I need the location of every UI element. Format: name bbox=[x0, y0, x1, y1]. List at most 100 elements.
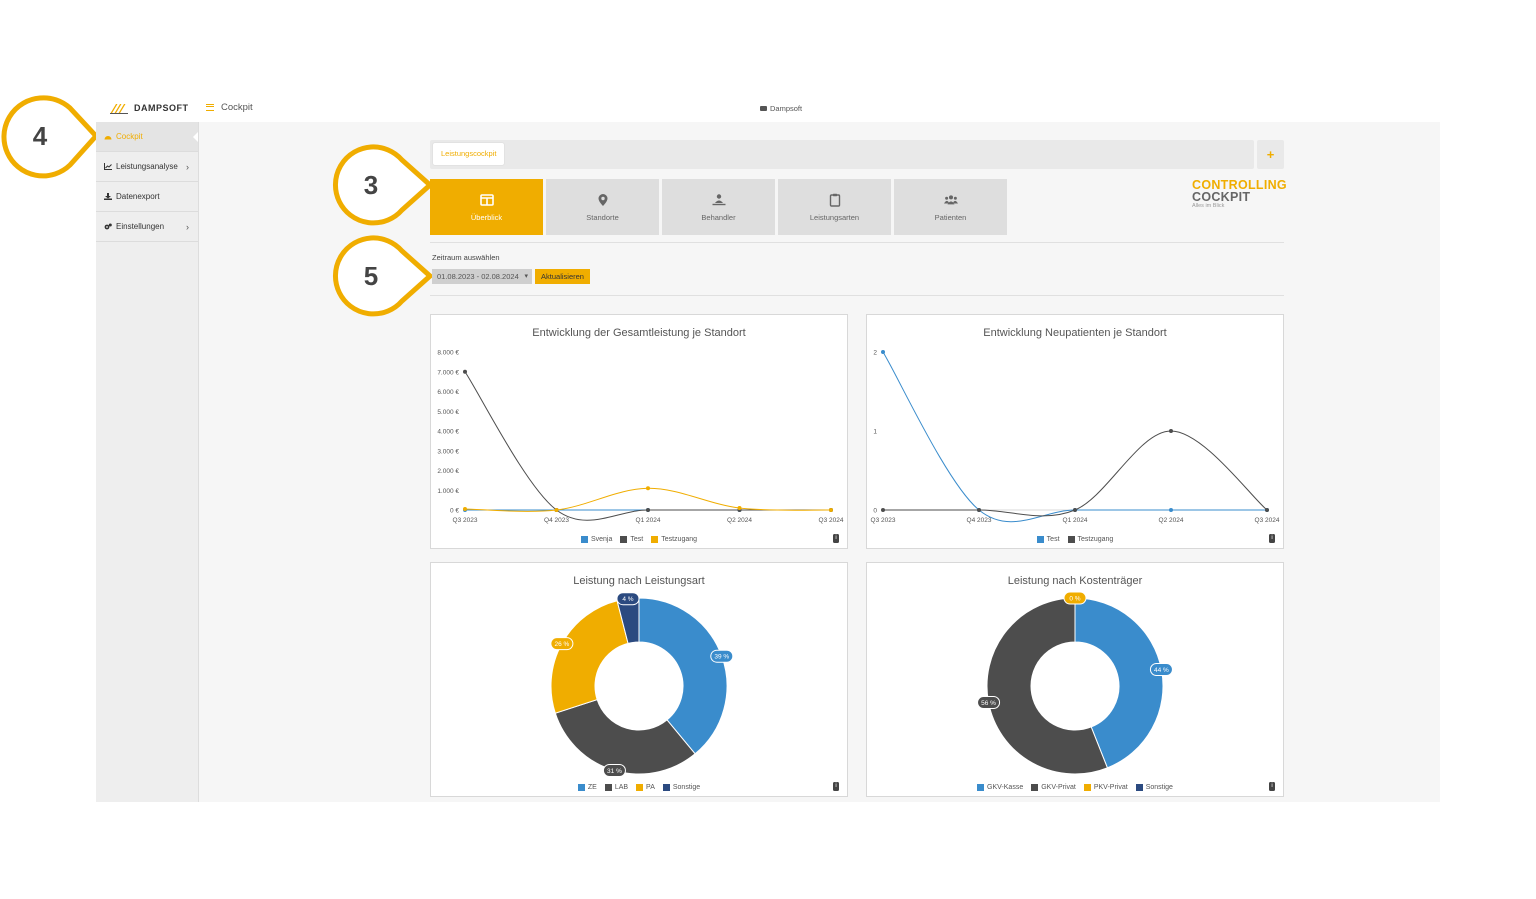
tile-label: Überblick bbox=[470, 212, 503, 222]
tile-standorte[interactable]: Standorte bbox=[546, 179, 659, 235]
logo-tagline: Alles im Blick bbox=[1192, 203, 1225, 209]
y-tick-label: 2 bbox=[873, 350, 877, 357]
y-tick-label: 6.000 € bbox=[437, 389, 459, 396]
legend-label: GKV-Kasse bbox=[987, 784, 1024, 791]
line-chart-neupatienten: 0 1 2 Q3 2023 Q4 2023 Q1 2024 Q2 2024 Q3 2024 bbox=[871, 350, 1280, 525]
tile-behandler[interactable]: Behandler bbox=[662, 179, 775, 235]
legend-item[interactable]: GKV-Privat bbox=[1031, 784, 1076, 791]
pie-slice bbox=[550, 600, 629, 714]
pie-slice bbox=[554, 698, 696, 775]
series-line bbox=[883, 430, 1268, 517]
user-treatment-icon bbox=[712, 193, 725, 205]
company-indicator[interactable]: Dampsoft bbox=[760, 104, 802, 113]
data-point bbox=[881, 350, 885, 354]
legend-item[interactable]: Svenja bbox=[580, 536, 612, 543]
sidebar-item-einstellungen[interactable]: Einstellungen › bbox=[96, 212, 198, 242]
y-tick-label: 4.000 € bbox=[437, 429, 459, 436]
brand-name: DAMPSOFT bbox=[134, 103, 189, 113]
y-tick-label: 7.000 € bbox=[437, 369, 459, 376]
tab-strip: Leistungscockpit bbox=[430, 140, 1254, 169]
data-label-bg bbox=[977, 695, 1001, 709]
legend-swatch bbox=[977, 784, 985, 791]
data-label: 26 % bbox=[554, 641, 569, 648]
y-tick-label: 5.000 € bbox=[437, 409, 459, 416]
data-label: 31 % bbox=[607, 768, 622, 775]
info-icon[interactable]: i bbox=[833, 534, 839, 543]
pie-slice bbox=[1074, 597, 1164, 769]
chevron-right-icon: › bbox=[186, 221, 189, 232]
data-point bbox=[646, 486, 650, 491]
callout-5 bbox=[333, 235, 432, 317]
data-label: 56 % bbox=[981, 700, 996, 707]
legend-item[interactable]: LAB bbox=[604, 784, 628, 791]
y-tick-label: 8.000 € bbox=[437, 350, 459, 357]
chart-panel-gesamtleistung: Entwicklung der Gesamtleistung je Stando… bbox=[430, 314, 848, 549]
data-point bbox=[463, 369, 467, 374]
menu-toggle-button[interactable]: Cockpit bbox=[206, 102, 253, 113]
legend-swatch bbox=[1067, 536, 1075, 543]
x-tick-label: Q3 2024 bbox=[819, 517, 844, 524]
info-icon[interactable]: i bbox=[1269, 782, 1275, 791]
data-label-bg bbox=[1063, 591, 1087, 605]
legend-label: Sonstige bbox=[672, 784, 701, 791]
info-icon[interactable]: i bbox=[833, 782, 839, 791]
tile-ueberblick[interactable]: Überblick bbox=[430, 179, 543, 235]
logo-line-2: COCKPIT bbox=[1192, 190, 1251, 204]
data-point bbox=[1073, 508, 1077, 512]
legend-item[interactable]: PKV-Privat bbox=[1083, 784, 1128, 791]
legend-swatch bbox=[1031, 784, 1039, 791]
users-icon bbox=[943, 194, 958, 204]
legend-item[interactable]: Testzugang bbox=[1067, 536, 1113, 543]
legend-item[interactable]: Testzugang bbox=[651, 536, 697, 543]
pie-slice bbox=[638, 597, 728, 755]
legend-label: PKV-Privat bbox=[1093, 784, 1128, 791]
period-select[interactable]: 01.08.2023 - 02.08.2024 bbox=[432, 269, 532, 284]
chart-title: Entwicklung Neupatienten je Standort bbox=[983, 327, 1167, 339]
period-label: Zeitraum auswählen bbox=[432, 253, 500, 262]
download-icon bbox=[104, 193, 112, 200]
legend-swatch bbox=[604, 784, 612, 791]
app-window: DAMPSOFT Cockpit Dampsoft Cockpit Leistu… bbox=[96, 96, 1440, 802]
tab-leistungscockpit[interactable]: Leistungscockpit bbox=[433, 143, 505, 165]
legend-item[interactable]: Test bbox=[620, 536, 643, 543]
data-point bbox=[881, 508, 885, 512]
data-point bbox=[829, 508, 833, 512]
x-tick-label: Q1 2024 bbox=[1063, 517, 1088, 524]
tile-leistungsarten[interactable]: Leistungsarten bbox=[778, 179, 891, 235]
info-icon[interactable]: i bbox=[1269, 534, 1275, 543]
y-tick-label: 2.000 € bbox=[437, 468, 459, 475]
y-tick-label: 0 bbox=[873, 508, 877, 515]
sidebar-item-datenexport[interactable]: Datenexport bbox=[96, 182, 198, 212]
legend-swatch bbox=[636, 784, 644, 791]
chart-legend: Test Testzugang bbox=[867, 536, 1283, 543]
legend-item[interactable]: ZE bbox=[577, 784, 597, 791]
y-tick-label: 1.000 € bbox=[437, 488, 459, 495]
add-tab-button[interactable]: + bbox=[1257, 140, 1284, 169]
sidebar-item-cockpit[interactable]: Cockpit bbox=[96, 122, 198, 152]
legend-swatch bbox=[662, 784, 670, 791]
legend-label: ZE bbox=[587, 784, 597, 791]
legend-item[interactable]: PA bbox=[636, 784, 655, 791]
chart-legend: GKV-Kasse GKV-Privat PKV-Privat Sonstige bbox=[867, 784, 1283, 791]
line-chart-icon bbox=[104, 163, 112, 170]
cogs-icon bbox=[104, 223, 112, 230]
sidebar-item-leistungsanalyse[interactable]: Leistungsanalyse › bbox=[96, 152, 198, 182]
legend-swatch bbox=[1135, 784, 1143, 791]
chart-title: Leistung nach Leistungsart bbox=[573, 575, 705, 587]
data-point bbox=[646, 508, 650, 512]
legend-swatch bbox=[651, 536, 659, 543]
brand: DAMPSOFT bbox=[110, 102, 189, 114]
data-point bbox=[463, 507, 467, 512]
data-point bbox=[1169, 508, 1173, 512]
legend-label: GKV-Privat bbox=[1041, 784, 1076, 791]
x-tick-label: Q4 2023 bbox=[967, 517, 992, 524]
legend-label: Test bbox=[1046, 536, 1060, 543]
legend-item[interactable]: Sonstige bbox=[1135, 784, 1173, 791]
legend-item[interactable]: Test bbox=[1036, 536, 1060, 543]
legend-item[interactable]: GKV-Kasse bbox=[977, 784, 1023, 791]
refresh-button[interactable]: Aktualisieren bbox=[535, 269, 590, 284]
data-label-bg bbox=[1149, 663, 1173, 677]
legend-item[interactable]: Sonstige bbox=[662, 784, 701, 791]
tile-patienten[interactable]: Patienten bbox=[894, 179, 1007, 235]
controlling-cockpit-logo: CONTROLLING COCKPIT Alles im Blick bbox=[1192, 179, 1287, 210]
